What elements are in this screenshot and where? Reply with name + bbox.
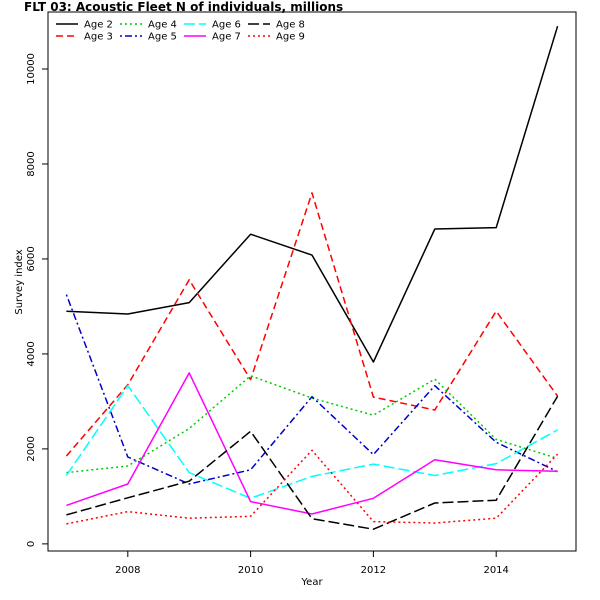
series-layer [65,25,559,530]
legend-label: Age 6 [212,20,241,31]
y-axis-label: Survey index [14,249,25,314]
plot-frame [47,11,577,552]
x-axis-label: Year [300,577,323,588]
legend-label: Age 5 [148,32,177,43]
legend-label: Age 9 [276,32,305,43]
legend-label: Age 2 [84,20,113,31]
x-tick-label: 2010 [238,565,263,576]
y-tick-label: 8000 [26,151,37,176]
axes: 2008 2010 2012 2014 0 2000 4000 6000 8000 10000 [26,53,509,576]
x-tick-label: 2008 [115,565,140,576]
series-line-age-6 [65,384,558,500]
y-tick-label: 10000 [26,53,37,85]
legend-label: Age 4 [148,20,177,31]
y-tick-label: 0 [26,541,37,547]
y-tick-label: 2000 [26,436,37,461]
series-line-age-5 [65,294,558,485]
x-tick-label: 2012 [361,565,386,576]
y-tick-label: 4000 [26,341,37,366]
legend-label: Age 8 [276,20,305,31]
legend-label: Age 3 [84,32,113,43]
series-line-age-4 [66,375,558,474]
series-line-age-2 [66,25,559,363]
series-line-age-7 [66,372,558,515]
chart-title: FLT 03: Acoustic Fleet N of individuals,… [24,0,343,14]
series-line-age-8 [66,395,559,530]
series-line-age-9 [66,449,559,525]
y-tick-label: 6000 [26,246,37,271]
series-line-age-3 [65,192,559,457]
x-tick-label: 2014 [483,565,508,576]
legend-label: Age 7 [212,32,241,43]
